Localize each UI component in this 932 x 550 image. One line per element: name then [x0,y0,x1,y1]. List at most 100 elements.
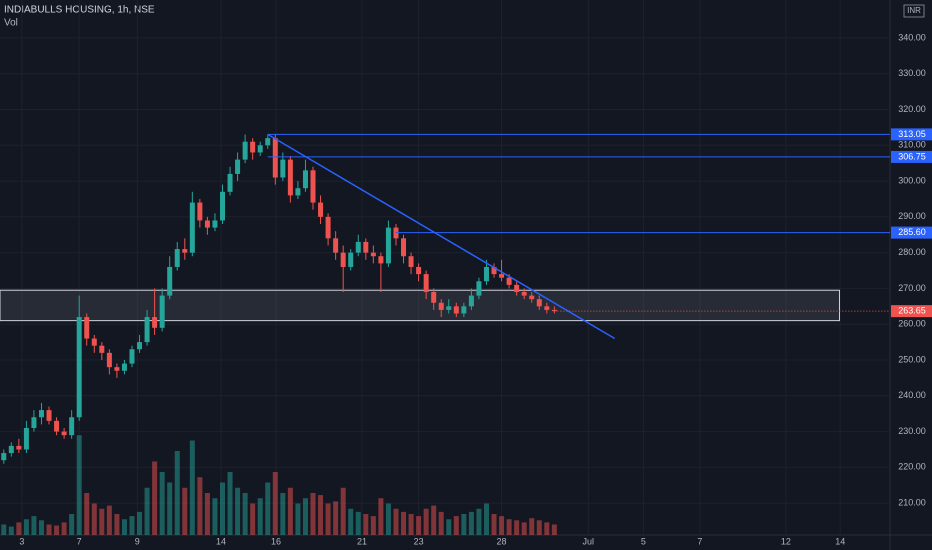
candle-body [250,141,256,153]
y-tick-label: 260.00 [898,319,926,329]
candle-body [76,317,82,418]
volume-bar [159,472,165,535]
candle-body [46,410,52,421]
volume-bar [121,519,127,535]
candle-body [242,141,248,160]
volume-bar [385,503,391,535]
candle-body [453,306,459,314]
candle-body [1,453,7,461]
level-badge [891,150,932,163]
candle-body [302,170,308,189]
volume-bar [483,503,489,535]
volume-bar [61,522,67,535]
volume-bar [370,516,376,535]
candle-body [159,295,165,328]
candle-body [197,202,203,221]
volume-bar [91,503,97,535]
volume-bar [242,493,248,535]
volume-bar [54,525,60,535]
volume-bar [287,487,293,535]
volume-bar [310,493,316,535]
volume-bar [16,522,22,535]
x-tick-label: 14 [835,536,845,546]
x-tick-label: 16 [271,536,281,546]
candle-body [514,284,520,293]
y-tick-label: 330.00 [898,68,926,78]
x-tick-label: Jul [583,536,595,546]
candle-body [416,266,422,275]
candle-body [99,345,105,353]
last-price-label: 263.65 [898,306,926,316]
volume-bar [23,519,29,535]
level-badge [891,128,932,141]
candle-body [491,266,497,275]
volume-bar [348,508,354,535]
volume-bar [378,498,384,535]
candle-body [114,367,120,371]
candle-body [272,138,278,178]
volume-bar [182,487,188,535]
volume-bar [340,487,346,535]
volume-label: Vol [4,18,18,29]
last-price-badge [891,305,932,318]
candle-body [69,417,75,436]
x-tick-label: 21 [357,536,367,546]
candle-body [363,241,369,253]
candle-body [84,317,90,339]
x-tick-label: 3 [19,536,24,546]
y-tick-label: 300.00 [898,175,926,185]
volume-bar [99,508,105,535]
x-tick-label: 12 [781,536,791,546]
volume-bar [423,508,429,535]
volume-bar [189,440,195,535]
volume-bar [174,451,180,535]
candle-body [287,159,293,196]
candle-body [174,249,180,267]
candle-body [318,202,324,217]
candle-body [129,349,135,364]
candle-body [438,302,444,310]
y-tick-label: 240.00 [898,390,926,400]
candle-body [551,309,557,312]
level-label: 313.05 [898,129,926,139]
volume-bar [46,524,52,535]
candle-body [423,274,429,293]
candle-body [227,173,233,192]
x-tick-label: 23 [414,536,424,546]
volume-bar [212,498,218,535]
volume-bar [514,520,520,535]
volume-bar [416,516,422,535]
candle-body [61,431,67,436]
currency: INR [907,6,921,15]
candle-body [38,410,44,418]
volume-bar [137,511,143,535]
volume-bar [355,511,361,535]
x-tick-label: 7 [697,536,702,546]
level-badge [891,226,932,239]
candle-body [189,202,195,253]
volume-bar [84,493,90,535]
candle-body [54,420,60,432]
candle-body [310,170,316,203]
candle-body [408,256,414,267]
volume-bar [438,511,444,535]
volume-bar [129,516,135,535]
volume-bar [8,526,14,535]
volume-bar [461,514,467,535]
volume-bar [272,472,278,535]
volume-bar [227,472,233,535]
candle-body [265,138,271,146]
volume-bar [325,503,331,535]
volume-bar [318,495,324,535]
volume-bar [250,503,256,535]
volume-bar [446,519,452,535]
volume-bar [529,518,535,535]
y-tick-label: 280.00 [898,247,926,257]
y-tick-label: 310.00 [898,140,926,150]
volume-bar [38,520,44,535]
candle-body [446,306,452,310]
x-tick-label: 28 [497,536,507,546]
candle-body [506,277,512,285]
volume-bar [197,477,203,535]
